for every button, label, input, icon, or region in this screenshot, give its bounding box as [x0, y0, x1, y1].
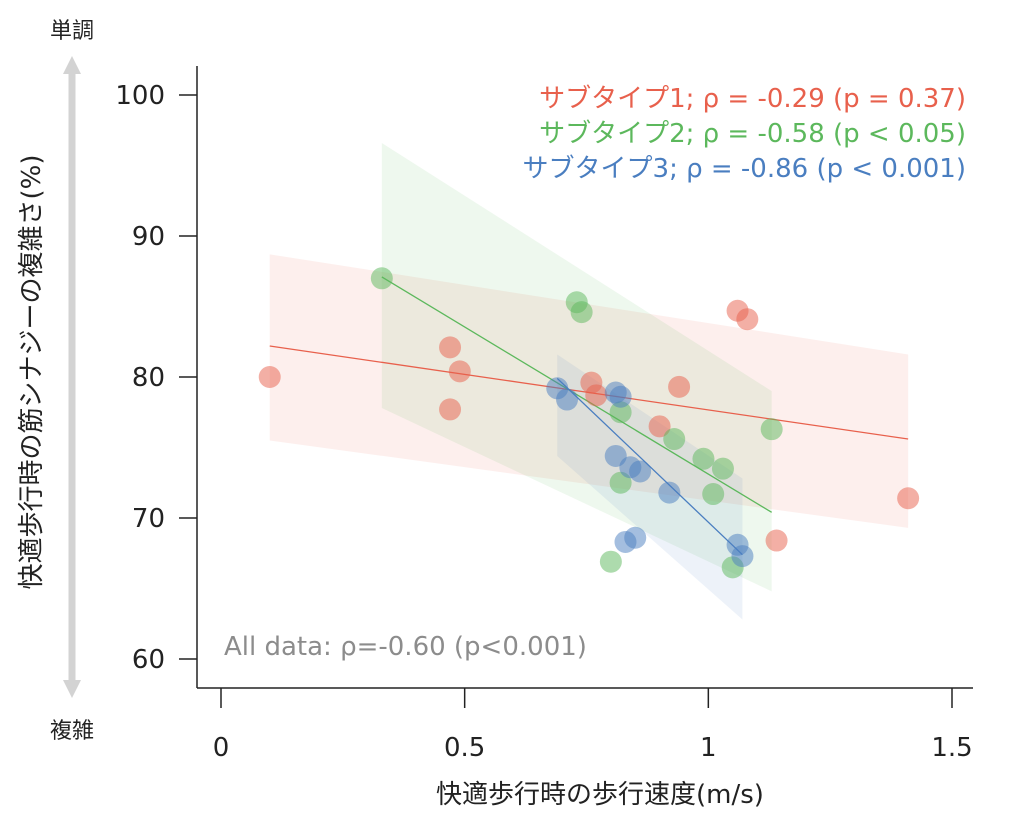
- y-tick-label-4: 100: [115, 81, 165, 111]
- x-tick-label-1: 0.5: [444, 733, 485, 763]
- point-s2-4: [609, 401, 632, 424]
- point-s2-12: [760, 418, 783, 441]
- all-data-annotation: All data: ρ=-0.60 (p<0.001): [224, 632, 587, 662]
- point-s3-4: [609, 385, 632, 408]
- point-s2-10: [599, 550, 622, 573]
- point-s3-8: [658, 481, 681, 504]
- legend: サブタイプ1; ρ = -0.29 (p = 0.37) サブタイプ2; ρ = …: [523, 84, 966, 184]
- axes: 0 0.5 1 1.5 60 70 80 90 100: [115, 66, 973, 763]
- confidence-band-3: [557, 354, 743, 620]
- confidence-band-2: [381, 142, 772, 592]
- y-axis-top-label: 単調: [50, 19, 94, 44]
- point-s3-10: [624, 526, 647, 549]
- point-s1-11: [765, 529, 788, 552]
- x-tick-label-2: 1: [700, 733, 717, 763]
- point-s2-6: [692, 447, 715, 470]
- legend-entry-1: サブタイプ1; ρ = -0.29 (p = 0.37): [539, 84, 966, 114]
- point-s3-7: [629, 460, 652, 483]
- point-s3-2: [556, 388, 579, 411]
- double-arrow-icon: [63, 56, 81, 698]
- point-s2-3: [570, 301, 593, 324]
- point-s3-12: [731, 545, 754, 568]
- point-s2-5: [663, 428, 686, 451]
- point-s1-12: [897, 487, 920, 510]
- y-tick-label-0: 60: [132, 645, 165, 675]
- y-tick-label-1: 70: [132, 504, 165, 534]
- legend-entry-3: サブタイプ3; ρ = -0.86 (p < 0.001): [523, 154, 966, 184]
- x-tick-label-3: 1.5: [931, 733, 972, 763]
- point-s2-7: [711, 457, 734, 480]
- point-s1-6: [585, 384, 608, 407]
- y-tick-label-2: 80: [132, 363, 165, 393]
- x-axis-title: 快適歩行時の歩行速度(m/s): [436, 780, 764, 810]
- data-points: [258, 267, 920, 579]
- point-s1-2: [439, 336, 462, 359]
- y-axis-title: 快適歩行時の筋シナジーの複雑さ(%): [17, 155, 47, 590]
- point-s2-9: [702, 483, 725, 506]
- x-tick-label-0: 0: [213, 733, 230, 763]
- point-s1-4: [439, 398, 462, 421]
- point-s1-3: [448, 360, 471, 383]
- y-axis-bottom-label: 複雑: [50, 719, 94, 744]
- point-s2-1: [370, 267, 393, 290]
- y-tick-label-3: 90: [132, 222, 165, 252]
- point-s1-7: [648, 415, 671, 438]
- point-s1-1: [258, 366, 281, 388]
- point-s1-8: [668, 375, 691, 398]
- point-s1-10: [736, 308, 759, 331]
- legend-entry-2: サブタイプ2; ρ = -0.58 (p < 0.05): [539, 119, 966, 149]
